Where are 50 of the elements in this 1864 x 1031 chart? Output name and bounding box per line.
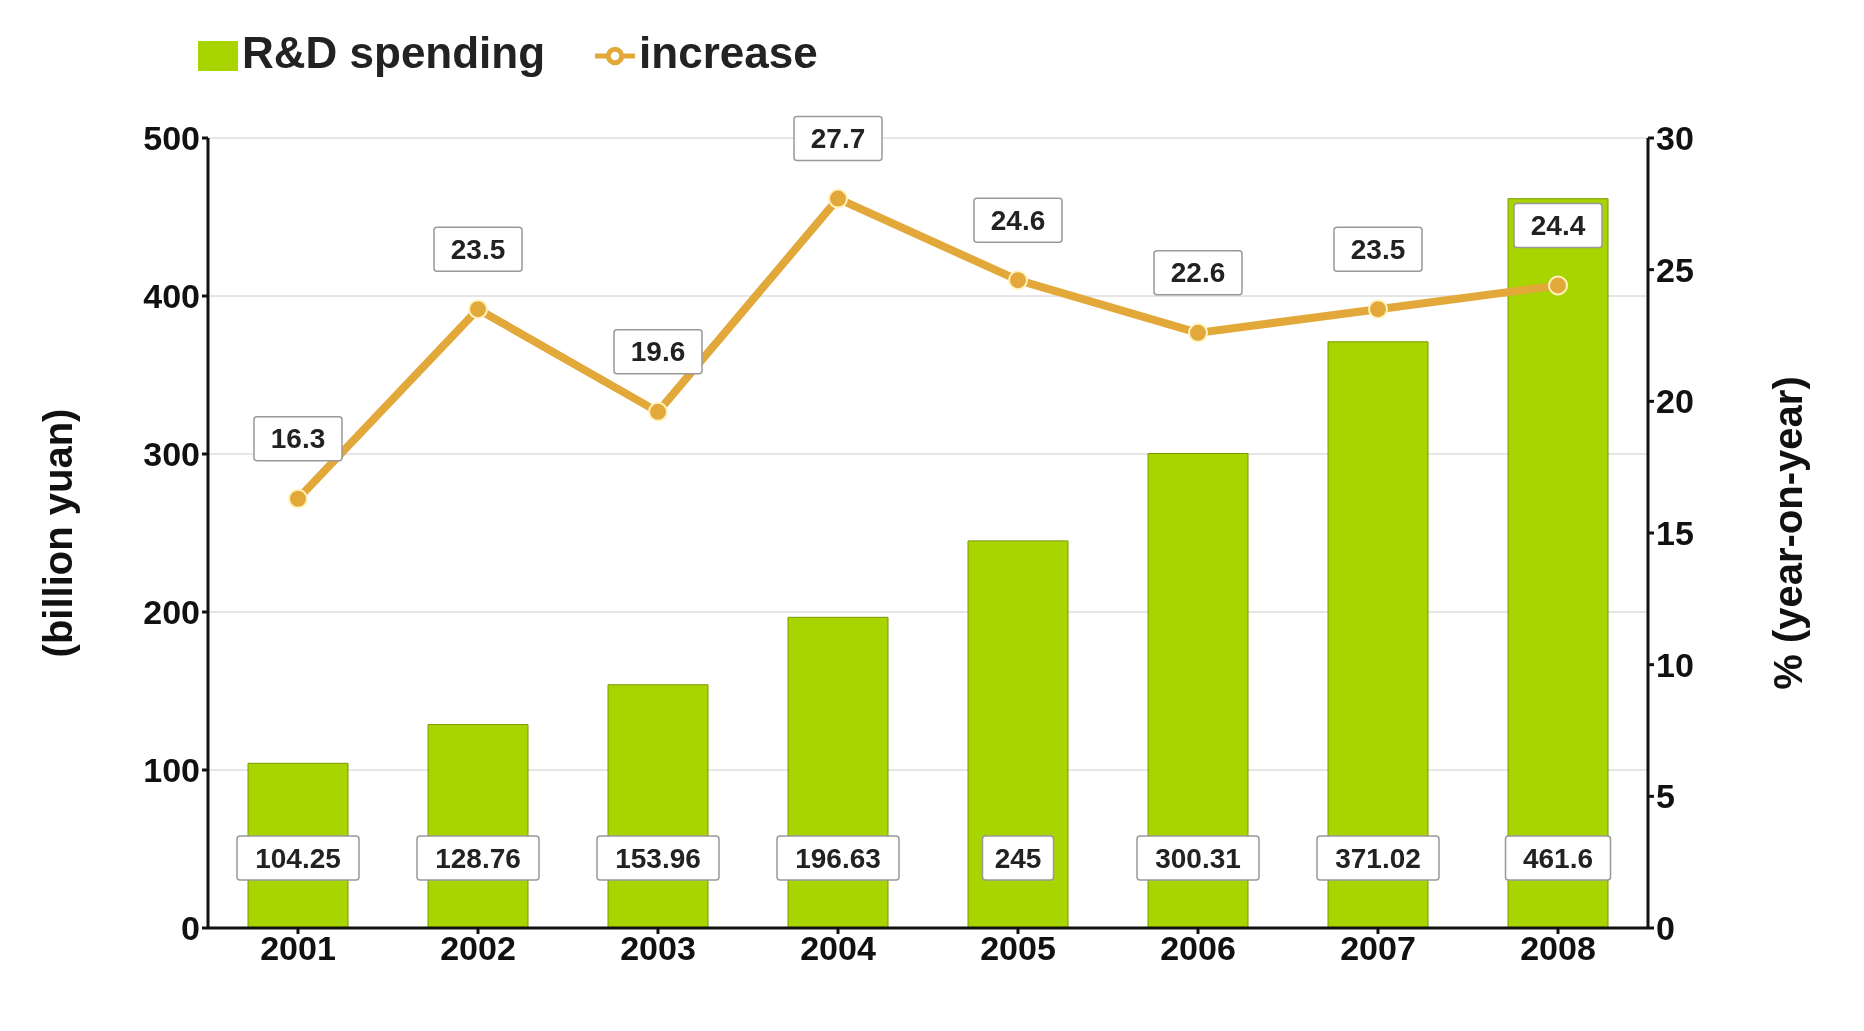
- legend-label: R&D spending: [242, 28, 546, 77]
- x-tick-label: 2008: [1520, 929, 1596, 968]
- point: [1008, 270, 1028, 291]
- data-label: 300.31: [1155, 842, 1241, 874]
- y2-tick-label: 0: [1656, 909, 1675, 948]
- data-label: 196.63: [795, 842, 881, 874]
- y2-tick-label: 10: [1656, 645, 1694, 684]
- data-label: 19.6: [630, 336, 686, 368]
- data-label: 24.6: [990, 204, 1046, 236]
- point: [288, 488, 308, 509]
- point: [828, 188, 848, 209]
- y-tick-label: 500: [143, 119, 200, 158]
- y2-axis-title: % (year-on-year): [1766, 376, 1811, 690]
- y-tick-label: 200: [143, 593, 200, 632]
- y2-tick-label: 25: [1656, 250, 1694, 289]
- data-label: 23.5: [450, 233, 506, 265]
- data-label: 371.02: [1335, 842, 1421, 874]
- x-tick-label: 2003: [620, 929, 696, 968]
- data-label: 153.96: [615, 842, 701, 874]
- legend-label: increase: [639, 28, 818, 77]
- data-label: 24.4: [1530, 209, 1586, 241]
- y-tick-label: 100: [143, 751, 200, 790]
- point: [468, 299, 488, 320]
- point: [648, 401, 668, 422]
- bar: [967, 540, 1069, 928]
- data-label: 16.3: [270, 423, 326, 455]
- x-tick-label: 2007: [1340, 929, 1416, 968]
- data-label: 23.5: [1350, 233, 1406, 265]
- data-label: 104.25: [255, 842, 341, 874]
- y2-tick-label: 30: [1656, 119, 1694, 158]
- y-axis-title: (billion yuan): [36, 408, 81, 658]
- data-label: 245: [994, 842, 1042, 874]
- y2-tick-label: 15: [1656, 514, 1694, 553]
- y-tick-label: 400: [143, 277, 200, 316]
- y2-tick-label: 5: [1656, 777, 1675, 816]
- x-tick-label: 2004: [800, 929, 876, 968]
- data-label: 128.76: [435, 842, 521, 874]
- point: [1368, 299, 1388, 320]
- data-label: 22.6: [1170, 257, 1226, 289]
- data-label: 27.7: [810, 123, 866, 155]
- point: [1188, 322, 1208, 343]
- data-label: 461.6: [1522, 842, 1594, 874]
- y2-tick-label: 20: [1656, 382, 1694, 421]
- y-tick-label: 0: [181, 909, 200, 948]
- point: [1548, 275, 1568, 296]
- y-tick-label: 300: [143, 435, 200, 474]
- x-tick-label: 2005: [980, 929, 1056, 968]
- x-tick-label: 2002: [440, 929, 516, 968]
- x-tick-label: 2001: [260, 929, 336, 968]
- x-tick-label: 2006: [1160, 929, 1236, 968]
